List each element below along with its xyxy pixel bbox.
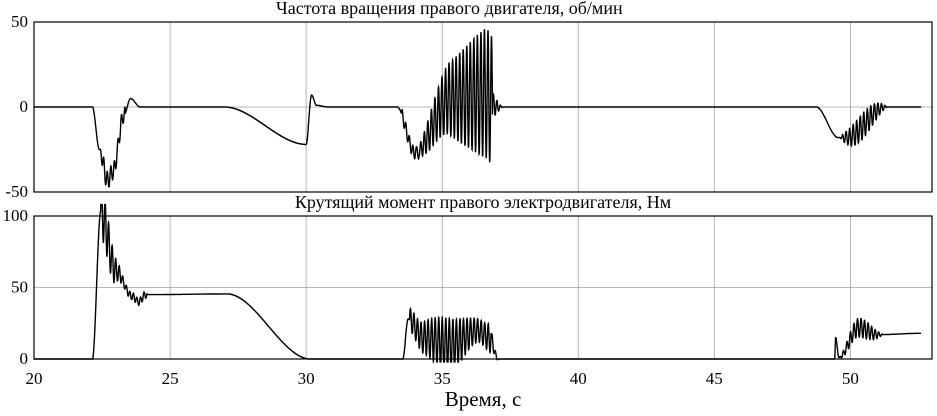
svg-text:0: 0 — [20, 97, 29, 116]
svg-text:50: 50 — [11, 278, 28, 297]
svg-text:25: 25 — [162, 369, 179, 388]
svg-text:50: 50 — [842, 369, 859, 388]
svg-text:Крутящий момент правого электр: Крутящий момент правого электродвигателя… — [295, 192, 671, 212]
svg-text:Частота вращения правого двига: Частота вращения правого двигателя, об/м… — [276, 0, 623, 18]
svg-text:100: 100 — [3, 206, 29, 225]
svg-text:50: 50 — [11, 12, 28, 31]
svg-text:20: 20 — [26, 369, 43, 388]
svg-text:0: 0 — [20, 349, 29, 368]
svg-text:40: 40 — [570, 369, 587, 388]
svg-text:Время, с: Время, с — [445, 387, 522, 411]
svg-text:35: 35 — [434, 369, 451, 388]
svg-text:45: 45 — [706, 369, 723, 388]
svg-text:-50: -50 — [5, 182, 28, 201]
svg-text:30: 30 — [298, 369, 315, 388]
